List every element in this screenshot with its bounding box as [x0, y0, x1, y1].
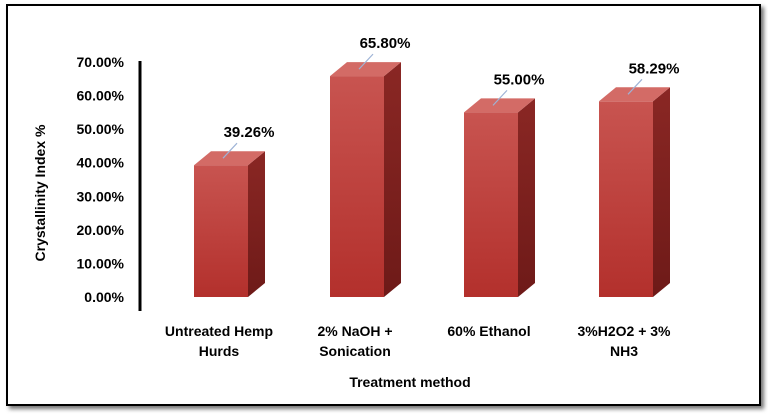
bar-top	[464, 98, 535, 113]
data-label: 65.80%	[360, 35, 411, 52]
y-tick-label: 20.00%	[77, 222, 125, 238]
x-category-label: 2% NaOH + Sonication	[317, 323, 392, 359]
y-tick-label: 10.00%	[77, 255, 125, 271]
leader-line	[358, 53, 374, 70]
bar-top	[330, 62, 401, 77]
y-tick-label: 30.00%	[77, 188, 125, 204]
data-label: 39.26%	[224, 124, 275, 141]
bar-side	[248, 151, 265, 297]
data-label: 55.00%	[494, 71, 545, 88]
bar-side	[653, 87, 670, 298]
leader-line	[222, 142, 238, 159]
x-axis-title: Treatment method	[349, 374, 470, 390]
bar-front	[330, 76, 384, 297]
y-tick-label: 0.00%	[84, 289, 124, 305]
x-category-labels: Untreated Hemp Hurds 2% NaOH + Sonication 60…	[165, 323, 671, 359]
leader-line	[492, 89, 508, 106]
y-tick-label: 60.00%	[77, 88, 125, 104]
bar-side	[518, 98, 535, 297]
y-tick-label: 40.00%	[77, 155, 125, 171]
y-tick-label: 70.00%	[77, 54, 125, 70]
x-category-label: Untreated Hemp Hurds	[165, 323, 273, 359]
x-category-label: 3%H2O2 + 3% NH3	[578, 323, 672, 359]
bar	[599, 87, 670, 298]
y-tick-labels: 0.00% 10.00% 20.00% 30.00% 40.00% 50.00% 60.00…	[77, 54, 125, 305]
bar-side	[384, 62, 401, 297]
y-tick-label: 50.00%	[77, 121, 125, 137]
bars	[194, 62, 670, 298]
bar-front	[194, 165, 248, 297]
bar	[194, 151, 265, 297]
x-category-label: 60% Ethanol	[447, 323, 530, 339]
data-labels: 39.26% 65.80% 55.00% 58.29%	[222, 35, 680, 159]
bar-front	[464, 112, 518, 297]
bar-top	[194, 151, 265, 166]
bar	[464, 98, 535, 297]
bar	[330, 62, 401, 297]
bar-front	[599, 101, 653, 298]
bar-top	[599, 87, 670, 102]
data-label: 58.29%	[629, 60, 680, 77]
leader-line	[627, 78, 643, 95]
y-axis-title: Crystallinity Index %	[32, 124, 48, 261]
